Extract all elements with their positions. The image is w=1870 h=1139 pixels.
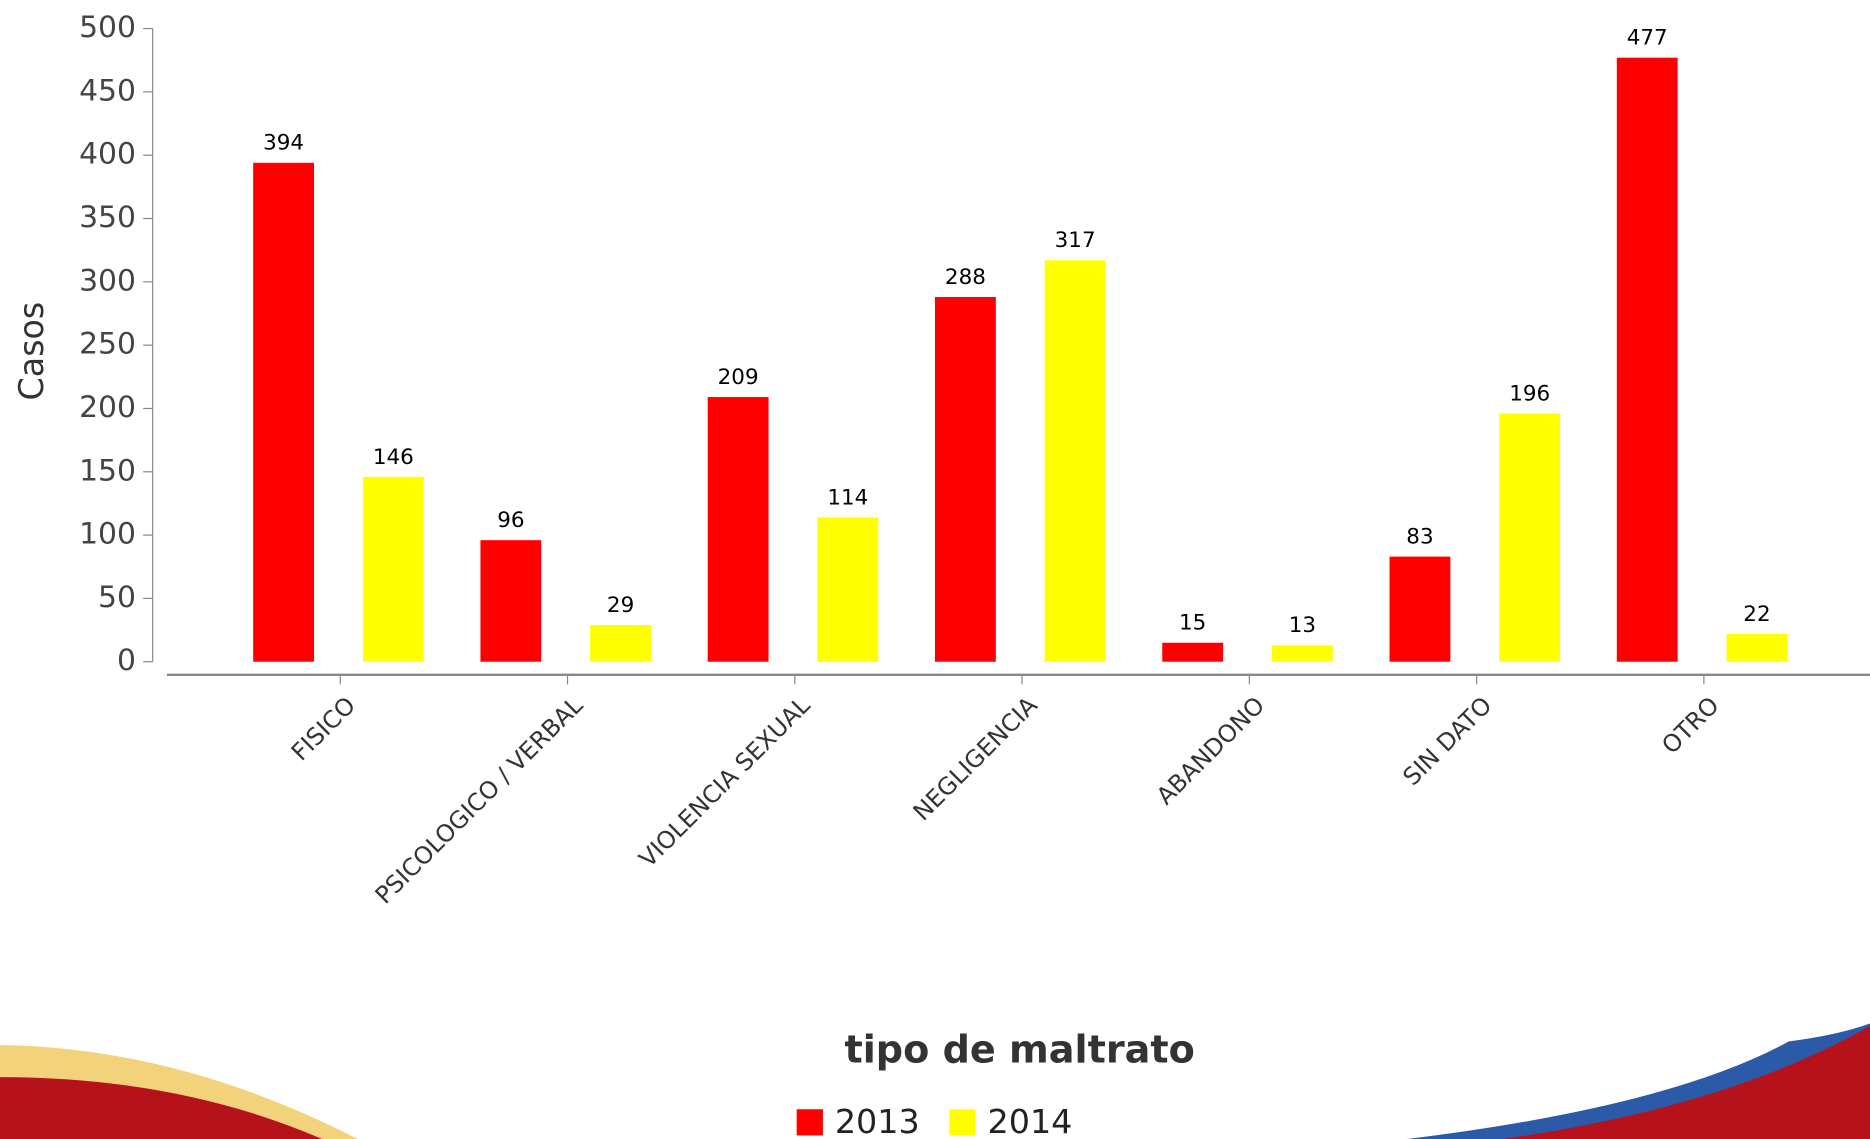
bar bbox=[480, 540, 542, 662]
x-tick-label: FISICO bbox=[286, 691, 361, 766]
y-tick-label: 300 bbox=[79, 263, 136, 298]
x-tick-label: SIN DATO bbox=[1397, 691, 1497, 791]
bar bbox=[1616, 57, 1678, 662]
value-label: 146 bbox=[373, 445, 414, 470]
x-tick-label: PSICOLOGICO / VERBAL bbox=[370, 691, 589, 910]
value-label: 209 bbox=[718, 365, 759, 390]
x-tick-label: VIOLENCIA SEXUAL bbox=[634, 691, 817, 873]
x-tick-label: OTRO bbox=[1656, 691, 1724, 759]
y-tick-label: 100 bbox=[79, 517, 136, 552]
x-axis-title: tipo de maltrato bbox=[844, 1028, 1194, 1072]
y-tick-label: 450 bbox=[79, 73, 136, 108]
y-tick-label: 350 bbox=[79, 200, 136, 235]
value-label: 394 bbox=[263, 131, 304, 156]
bar bbox=[1726, 633, 1788, 662]
value-label: 196 bbox=[1509, 382, 1550, 407]
y-tick-label: 50 bbox=[98, 580, 136, 615]
value-label: 477 bbox=[1627, 26, 1668, 51]
y-tick-label: 400 bbox=[79, 137, 136, 172]
y-tick-label: 500 bbox=[79, 10, 136, 45]
bar bbox=[1044, 260, 1106, 662]
bar bbox=[1271, 645, 1333, 662]
bar bbox=[590, 625, 651, 662]
bar bbox=[253, 162, 314, 662]
x-tick-label: NEGLIGENCIA bbox=[908, 691, 1044, 826]
bar bbox=[1389, 556, 1451, 662]
y-tick-label: 250 bbox=[79, 327, 136, 362]
legend-swatch bbox=[796, 1109, 823, 1136]
value-label: 83 bbox=[1406, 525, 1433, 550]
legend-swatch bbox=[949, 1109, 976, 1136]
x-tick-label: ABANDONO bbox=[1151, 691, 1270, 810]
bar bbox=[362, 476, 424, 662]
value-label: 288 bbox=[945, 265, 986, 290]
y-tick-label: 0 bbox=[117, 643, 136, 678]
bar bbox=[1162, 642, 1224, 662]
value-label: 13 bbox=[1289, 613, 1316, 638]
legend-label: 2014 bbox=[987, 1102, 1072, 1139]
y-tick-label: 150 bbox=[79, 453, 136, 488]
value-label: 29 bbox=[607, 593, 634, 618]
legend-label: 2013 bbox=[835, 1102, 920, 1139]
bar bbox=[1499, 413, 1561, 662]
bar bbox=[707, 397, 769, 662]
decor-swoosh bbox=[0, 1077, 323, 1139]
value-label: 317 bbox=[1055, 228, 1096, 253]
y-tick-label: 200 bbox=[79, 390, 136, 425]
y-axis-title: Casos bbox=[12, 302, 51, 401]
value-label: 114 bbox=[827, 485, 868, 510]
decor-swoosh bbox=[1502, 1025, 1870, 1139]
bar bbox=[935, 297, 996, 662]
value-label: 22 bbox=[1743, 602, 1770, 627]
bar bbox=[817, 517, 879, 662]
value-label: 15 bbox=[1179, 611, 1206, 636]
value-label: 96 bbox=[497, 508, 524, 533]
